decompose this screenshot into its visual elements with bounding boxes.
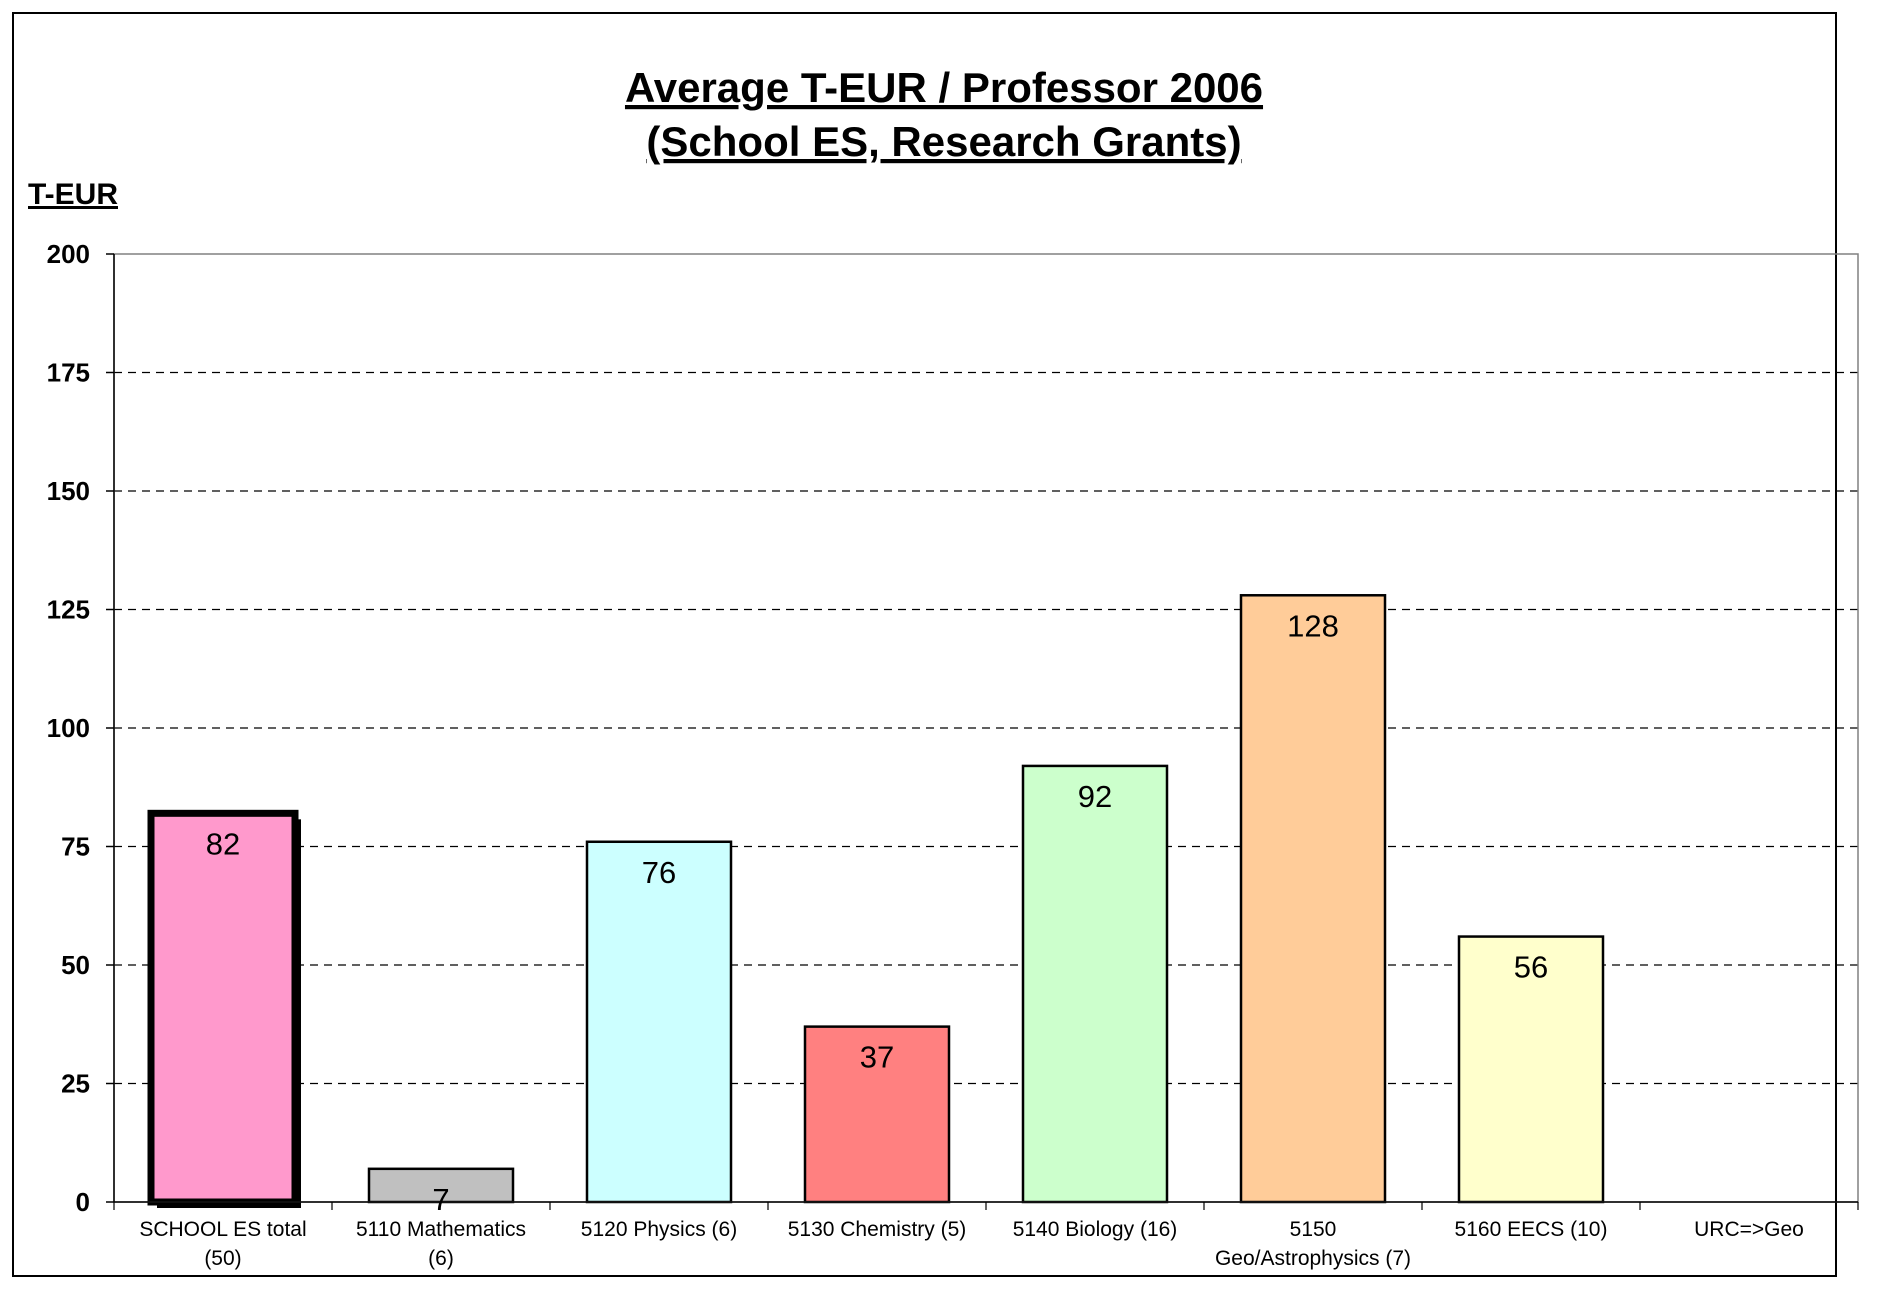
bar [585, 840, 733, 1204]
data-label: 37 [860, 1040, 894, 1075]
data-label: 128 [1287, 608, 1339, 643]
x-tick-label: (50) [204, 1247, 241, 1270]
bars [147, 594, 1605, 1208]
x-tick-label: URC=>Geo [1694, 1218, 1804, 1241]
data-label: 92 [1078, 779, 1112, 814]
y-tick-label: 150 [47, 476, 90, 506]
x-tick-label: (6) [428, 1247, 454, 1270]
x-tick-label: 5140 Biology (16) [1013, 1218, 1178, 1241]
y-tick-label: 125 [47, 595, 90, 625]
y-axis-unit-label: T-EUR [28, 178, 118, 211]
bar [147, 809, 299, 1206]
bar [1021, 764, 1169, 1204]
y-tick-label: 75 [61, 832, 90, 862]
x-tick-label: 5120 Physics (6) [581, 1218, 737, 1241]
bar [803, 1025, 951, 1204]
y-tick-label: 100 [47, 713, 90, 743]
x-tick-label: 5110 Mathematics [356, 1218, 526, 1241]
axes [106, 253, 1859, 1210]
data-label: 7 [432, 1182, 449, 1217]
y-tick-label: 200 [47, 239, 90, 269]
x-tick-label: Geo/Astrophysics (7) [1215, 1247, 1411, 1270]
data-label: 76 [642, 855, 676, 890]
x-tick-label: 5150 [1290, 1218, 1337, 1241]
data-label: 82 [206, 826, 240, 861]
bar [1457, 935, 1605, 1204]
y-tick-label: 50 [61, 950, 90, 980]
data-label: 56 [1514, 950, 1548, 985]
x-tick-label: 5130 Chemistry (5) [788, 1218, 967, 1241]
chart-subtitle: (School ES, Research Grants) [646, 118, 1241, 165]
y-tick-label: 175 [47, 358, 90, 388]
chart-title: Average T-EUR / Professor 2006 [625, 64, 1263, 111]
y-tick-label: 0 [76, 1187, 90, 1217]
labels: 0 25 50 75 100 125 150 175 200 82 SCHOOL ES total (… [47, 239, 1804, 1270]
y-tick-label: 25 [61, 1069, 90, 1099]
x-tick-label: 5160 EECS (10) [1455, 1218, 1608, 1241]
bar [1239, 594, 1387, 1204]
grid-lines [114, 371, 1858, 1085]
x-tick-label: SCHOOL ES total [139, 1218, 306, 1241]
